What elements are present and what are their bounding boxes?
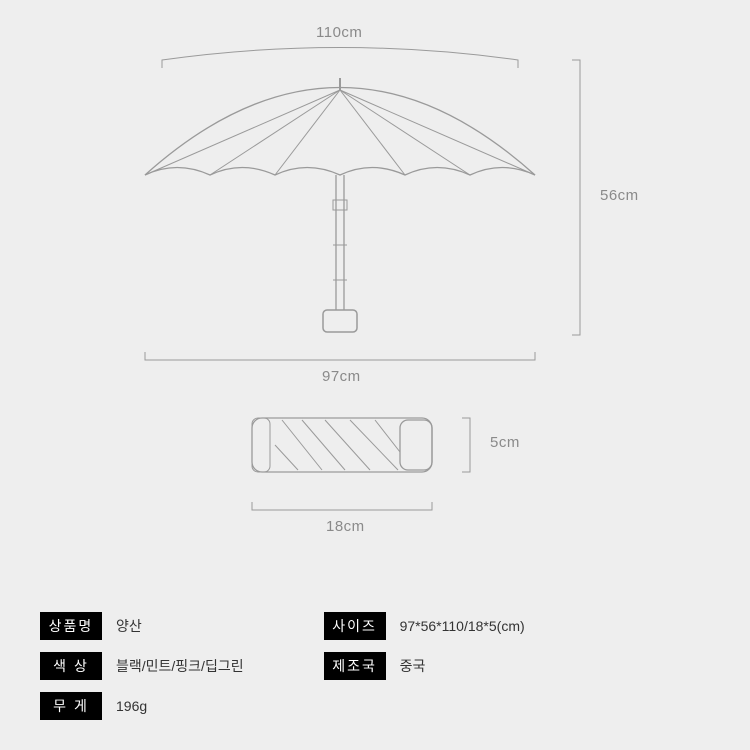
spec-label-weight: 무 게 (40, 692, 102, 720)
label-open-span: 97cm (322, 368, 361, 385)
spec-label-origin: 제조국 (324, 652, 386, 680)
spec-value-size: 97*56*110/18*5(cm) (400, 618, 525, 634)
label-folded-length: 18cm (326, 518, 365, 535)
diagram-area: 110cm 56cm 97cm 5cm 18cm (0, 0, 750, 600)
spec-row: 무 게 196g (40, 692, 244, 720)
spec-row: 상품명 양산 (40, 612, 244, 640)
spec-table: 상품명 양산 색 상 블랙/민트/핑크/딥그린 무 게 196g 사이즈 97*… (40, 612, 710, 720)
spec-row: 제조국 중국 (324, 652, 525, 680)
spec-value-origin: 중국 (400, 656, 426, 676)
spec-value-weight: 196g (116, 698, 147, 714)
spec-label-size: 사이즈 (324, 612, 386, 640)
spec-col-1: 상품명 양산 색 상 블랙/민트/핑크/딥그린 무 게 196g (40, 612, 244, 720)
umbrella-diagram (0, 0, 750, 600)
label-open-height: 56cm (600, 187, 639, 204)
spec-value-product: 양산 (116, 616, 142, 636)
spec-value-color: 블랙/민트/핑크/딥그린 (116, 656, 244, 676)
spec-row: 사이즈 97*56*110/18*5(cm) (324, 612, 525, 640)
spec-row: 색 상 블랙/민트/핑크/딥그린 (40, 652, 244, 680)
spec-label-color: 색 상 (40, 652, 102, 680)
label-folded-thickness: 5cm (490, 434, 520, 451)
spec-col-2: 사이즈 97*56*110/18*5(cm) 제조국 중국 (324, 612, 525, 720)
label-canopy-width: 110cm (316, 24, 362, 41)
spec-label-product: 상품명 (40, 612, 102, 640)
